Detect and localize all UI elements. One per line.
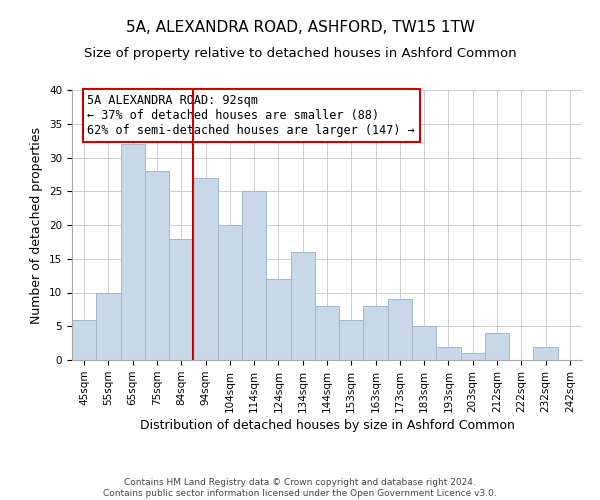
Bar — [266, 279, 290, 360]
X-axis label: Distribution of detached houses by size in Ashford Common: Distribution of detached houses by size … — [140, 419, 514, 432]
Text: Contains HM Land Registry data © Crown copyright and database right 2024.
Contai: Contains HM Land Registry data © Crown c… — [103, 478, 497, 498]
Bar — [242, 191, 266, 360]
Bar — [461, 353, 485, 360]
Y-axis label: Number of detached properties: Number of detached properties — [31, 126, 43, 324]
Bar — [339, 320, 364, 360]
Bar — [218, 225, 242, 360]
Bar — [96, 292, 121, 360]
Bar — [193, 178, 218, 360]
Bar — [412, 326, 436, 360]
Bar — [121, 144, 145, 360]
Bar — [315, 306, 339, 360]
Bar — [145, 171, 169, 360]
Bar — [485, 333, 509, 360]
Text: Size of property relative to detached houses in Ashford Common: Size of property relative to detached ho… — [83, 48, 517, 60]
Bar — [364, 306, 388, 360]
Bar — [72, 320, 96, 360]
Bar — [436, 346, 461, 360]
Bar — [388, 299, 412, 360]
Bar — [290, 252, 315, 360]
Text: 5A ALEXANDRA ROAD: 92sqm
← 37% of detached houses are smaller (88)
62% of semi-d: 5A ALEXANDRA ROAD: 92sqm ← 37% of detach… — [88, 94, 415, 137]
Bar — [169, 238, 193, 360]
Text: 5A, ALEXANDRA ROAD, ASHFORD, TW15 1TW: 5A, ALEXANDRA ROAD, ASHFORD, TW15 1TW — [125, 20, 475, 35]
Bar — [533, 346, 558, 360]
